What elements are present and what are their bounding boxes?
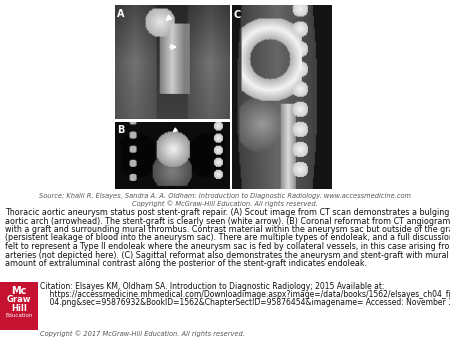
- Text: felt to represent a Type II endoleak where the aneurysm sac is fed by collateral: felt to represent a Type II endoleak whe…: [5, 242, 450, 251]
- Text: Mc: Mc: [11, 286, 27, 296]
- Text: Copyright © 2017 McGraw-Hill Education. All rights reserved.: Copyright © 2017 McGraw-Hill Education. …: [40, 330, 245, 337]
- Text: Source: Khalil R. Elsayes, Sandra A. A. Oldham: Introduction to Diagnostic Radio: Source: Khalil R. Elsayes, Sandra A. A. …: [39, 193, 411, 199]
- Text: amount of extraluminal contrast along the posterior of the stent-graft indicates: amount of extraluminal contrast along th…: [5, 259, 367, 268]
- Text: with a graft and surrounding mural thrombus. Contrast material within the aneury: with a graft and surrounding mural throm…: [5, 225, 450, 234]
- Text: (persistent leakage of blood into the aneurysm sac). There are multiple types of: (persistent leakage of blood into the an…: [5, 234, 450, 242]
- Text: Graw: Graw: [7, 295, 31, 304]
- Text: arteries (not depicted here). (C) Sagittal reformat also demonstrates the aneury: arteries (not depicted here). (C) Sagitt…: [5, 250, 450, 260]
- Text: Thoracic aortic aneurysm status post stent-graft repair. (A) Scout image from CT: Thoracic aortic aneurysm status post ste…: [5, 208, 450, 217]
- Text: https://accessmedicine.mhmedical.com/Downloadimage.aspx?image=/data/books/1562/e: https://accessmedicine.mhmedical.com/Dow…: [40, 290, 450, 299]
- Text: Citation: Elsayes KM, Oldham SA. Introduction to Diagnostic Radiology; 2015 Avai: Citation: Elsayes KM, Oldham SA. Introdu…: [40, 282, 384, 291]
- Text: 04.png&sec=95876932&BookID=1562&ChapterSectID=95876454&imagename= Accessed: Nove: 04.png&sec=95876932&BookID=1562&ChapterS…: [40, 298, 450, 307]
- Text: Copyright © McGraw-Hill Education. All rights reserved.: Copyright © McGraw-Hill Education. All r…: [132, 200, 318, 207]
- Text: B: B: [117, 125, 124, 135]
- Text: A: A: [117, 9, 125, 19]
- Text: Hill: Hill: [11, 304, 27, 313]
- Text: C: C: [234, 10, 241, 20]
- Text: aortic arch (arrowhead). The stent-graft is clearly seen (white arrow). (B) Coro: aortic arch (arrowhead). The stent-graft…: [5, 217, 450, 225]
- Bar: [0, 282, 38, 330]
- Text: Education: Education: [5, 313, 33, 318]
